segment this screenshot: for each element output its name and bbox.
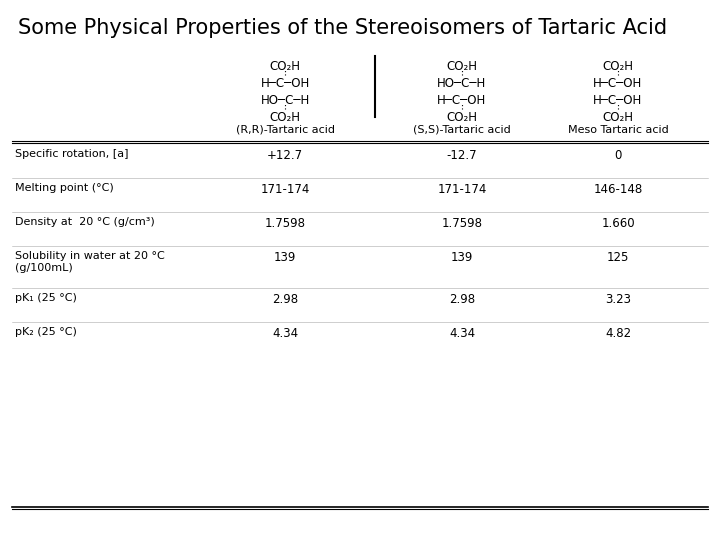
Text: 171-174: 171-174	[261, 183, 310, 196]
Text: -12.7: -12.7	[446, 149, 477, 162]
Text: Some Physical Properties of the Stereoisomers of Tartaric Acid: Some Physical Properties of the Stereois…	[18, 18, 667, 38]
Text: pK₂ (25 °C): pK₂ (25 °C)	[15, 327, 77, 337]
Text: H─C─OH: H─C─OH	[261, 77, 310, 90]
Text: 3.23: 3.23	[605, 293, 631, 306]
Text: 0: 0	[614, 149, 621, 162]
Text: H─C─OH: H─C─OH	[593, 94, 643, 107]
Text: 4.34: 4.34	[272, 327, 298, 340]
Text: Meso Tartaric acid: Meso Tartaric acid	[567, 125, 668, 135]
Text: 4.82: 4.82	[605, 327, 631, 340]
Text: H─C─OH: H─C─OH	[437, 94, 487, 107]
Text: 125: 125	[607, 251, 629, 264]
Text: 146-148: 146-148	[593, 183, 643, 196]
Text: 139: 139	[451, 251, 473, 264]
Text: CO₂H: CO₂H	[446, 111, 477, 124]
Text: H─C─OH: H─C─OH	[593, 77, 643, 90]
Text: +12.7: +12.7	[267, 149, 303, 162]
Text: Solubility in water at 20 °C
(g/100mL): Solubility in water at 20 °C (g/100mL)	[15, 251, 165, 273]
Text: Specific rotation, [a]: Specific rotation, [a]	[15, 149, 128, 159]
Text: 139: 139	[274, 251, 296, 264]
Text: 4.34: 4.34	[449, 327, 475, 340]
Text: CO₂H: CO₂H	[603, 60, 634, 73]
Text: HO─C─H: HO─C─H	[261, 94, 310, 107]
Text: 2.98: 2.98	[272, 293, 298, 306]
Text: 1.7598: 1.7598	[264, 217, 305, 230]
Text: 1.660: 1.660	[601, 217, 635, 230]
Text: HO─C─H: HO─C─H	[437, 77, 487, 90]
Text: 2.98: 2.98	[449, 293, 475, 306]
Text: 1.7598: 1.7598	[441, 217, 482, 230]
Text: 171-174: 171-174	[437, 183, 487, 196]
Text: CO₂H: CO₂H	[269, 60, 300, 73]
Text: CO₂H: CO₂H	[269, 111, 300, 124]
Text: Melting point (°C): Melting point (°C)	[15, 183, 114, 193]
Text: pK₁ (25 °C): pK₁ (25 °C)	[15, 293, 77, 303]
Text: Density at  20 °C (g/cm³): Density at 20 °C (g/cm³)	[15, 217, 155, 227]
Text: (S,S)-Tartaric acid: (S,S)-Tartaric acid	[413, 125, 511, 135]
Text: CO₂H: CO₂H	[603, 111, 634, 124]
Text: CO₂H: CO₂H	[446, 60, 477, 73]
Text: (R,R)-Tartaric acid: (R,R)-Tartaric acid	[235, 125, 335, 135]
